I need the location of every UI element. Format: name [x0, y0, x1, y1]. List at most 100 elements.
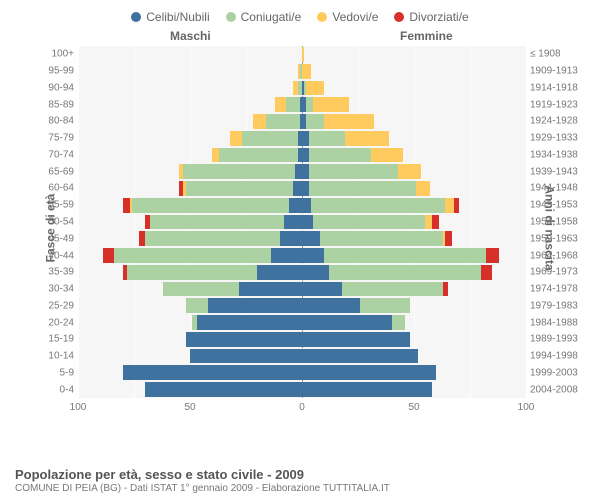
- bar-segment: [454, 198, 458, 213]
- bar-segment: [186, 181, 294, 196]
- bar-female: [302, 231, 452, 246]
- x-axis-tick-label: 50: [408, 402, 419, 413]
- birth-year-label: 1919-1923: [530, 99, 590, 110]
- bar-segment: [302, 265, 329, 280]
- age-label: 75-79: [34, 133, 74, 144]
- age-label: 85-89: [34, 99, 74, 110]
- pyramid-row: [78, 230, 526, 247]
- x-axis-tick-label: 50: [184, 402, 195, 413]
- birth-year-label: 1909-1913: [530, 66, 590, 77]
- bar-female: [302, 298, 410, 313]
- bar-male: [123, 365, 302, 380]
- age-label: 65-69: [34, 166, 74, 177]
- bar-segment: [123, 365, 302, 380]
- age-label: 55-59: [34, 200, 74, 211]
- legend-swatch: [226, 12, 236, 22]
- age-label: 30-34: [34, 284, 74, 295]
- legend-item: Celibi/Nubili: [131, 10, 209, 24]
- birth-year-label: 1929-1933: [530, 133, 590, 144]
- chart-title: Popolazione per età, sesso e stato civil…: [15, 467, 390, 482]
- pyramid-row: [78, 180, 526, 197]
- bar-female: [302, 81, 324, 96]
- birth-year-label: 1914-1918: [530, 82, 590, 93]
- bar-female: [302, 181, 430, 196]
- birth-year-label: ≤ 1908: [530, 49, 590, 60]
- pyramid-row: [78, 331, 526, 348]
- plot-area: [78, 46, 526, 398]
- age-label: 40-44: [34, 250, 74, 261]
- bar-male: [192, 315, 302, 330]
- gridline: [526, 46, 527, 398]
- birth-year-label: 1949-1953: [530, 200, 590, 211]
- birth-year-label: 1969-1973: [530, 267, 590, 278]
- bar-segment: [302, 148, 309, 163]
- pyramid-row: [78, 46, 526, 63]
- bar-segment: [208, 298, 302, 313]
- bar-segment: [392, 315, 405, 330]
- legend-label: Divorziati/e: [409, 10, 468, 24]
- pyramid-row: [78, 381, 526, 398]
- bar-segment: [123, 198, 130, 213]
- bar-segment: [186, 298, 208, 313]
- bar-female: [302, 265, 492, 280]
- legend-item: Divorziati/e: [394, 10, 468, 24]
- age-label: 95-99: [34, 66, 74, 77]
- bar-segment: [145, 231, 279, 246]
- pyramid-row: [78, 113, 526, 130]
- bar-segment: [324, 248, 485, 263]
- age-label: 20-24: [34, 317, 74, 328]
- bar-segment: [127, 265, 257, 280]
- bar-segment: [309, 164, 399, 179]
- bar-female: [302, 97, 349, 112]
- bar-segment: [271, 248, 302, 263]
- bar-segment: [302, 332, 410, 347]
- pyramid-row: [78, 96, 526, 113]
- pyramid-row: [78, 214, 526, 231]
- legend-item: Vedovi/e: [317, 10, 378, 24]
- bar-segment: [342, 282, 443, 297]
- bar-segment: [293, 181, 302, 196]
- bar-segment: [302, 131, 309, 146]
- age-label: 0-4: [34, 384, 74, 395]
- age-label: 70-74: [34, 149, 74, 160]
- bar-segment: [284, 215, 302, 230]
- bar-segment: [432, 215, 439, 230]
- bar-segment: [302, 164, 309, 179]
- bar-female: [302, 215, 439, 230]
- bar-female: [302, 47, 304, 62]
- x-axis-tick-label: 0: [299, 402, 305, 413]
- bar-male: [123, 198, 302, 213]
- age-label: 60-64: [34, 183, 74, 194]
- birth-year-label: 1964-1968: [530, 250, 590, 261]
- bar-female: [302, 382, 432, 397]
- bar-segment: [295, 164, 302, 179]
- legend-swatch: [317, 12, 327, 22]
- x-axis-tick-label: 100: [518, 402, 535, 413]
- birth-year-label: 1944-1948: [530, 183, 590, 194]
- bar-segment: [212, 148, 219, 163]
- bar-segment: [398, 164, 420, 179]
- bar-segment: [313, 97, 349, 112]
- bar-segment: [324, 114, 373, 129]
- legend-swatch: [394, 12, 404, 22]
- bar-segment: [230, 131, 241, 146]
- age-label: 15-19: [34, 334, 74, 345]
- bar-female: [302, 198, 459, 213]
- pyramid-chart: Maschi Femmine Fasce di età Anni di nasc…: [20, 28, 580, 428]
- bar-female: [302, 64, 311, 79]
- legend: Celibi/NubiliConiugati/eVedovi/eDivorzia…: [0, 0, 600, 28]
- bar-segment: [266, 114, 300, 129]
- pyramid-row: [78, 63, 526, 80]
- bar-segment: [114, 248, 271, 263]
- bar-segment: [313, 215, 425, 230]
- bar-segment: [306, 114, 324, 129]
- bar-segment: [302, 231, 320, 246]
- bar-segment: [289, 198, 302, 213]
- bar-segment: [186, 332, 302, 347]
- bar-segment: [309, 131, 345, 146]
- x-axis-tick-label: 100: [70, 402, 87, 413]
- birth-year-label: 1934-1938: [530, 149, 590, 160]
- bar-male: [253, 114, 302, 129]
- bar-female: [302, 315, 405, 330]
- legend-swatch: [131, 12, 141, 22]
